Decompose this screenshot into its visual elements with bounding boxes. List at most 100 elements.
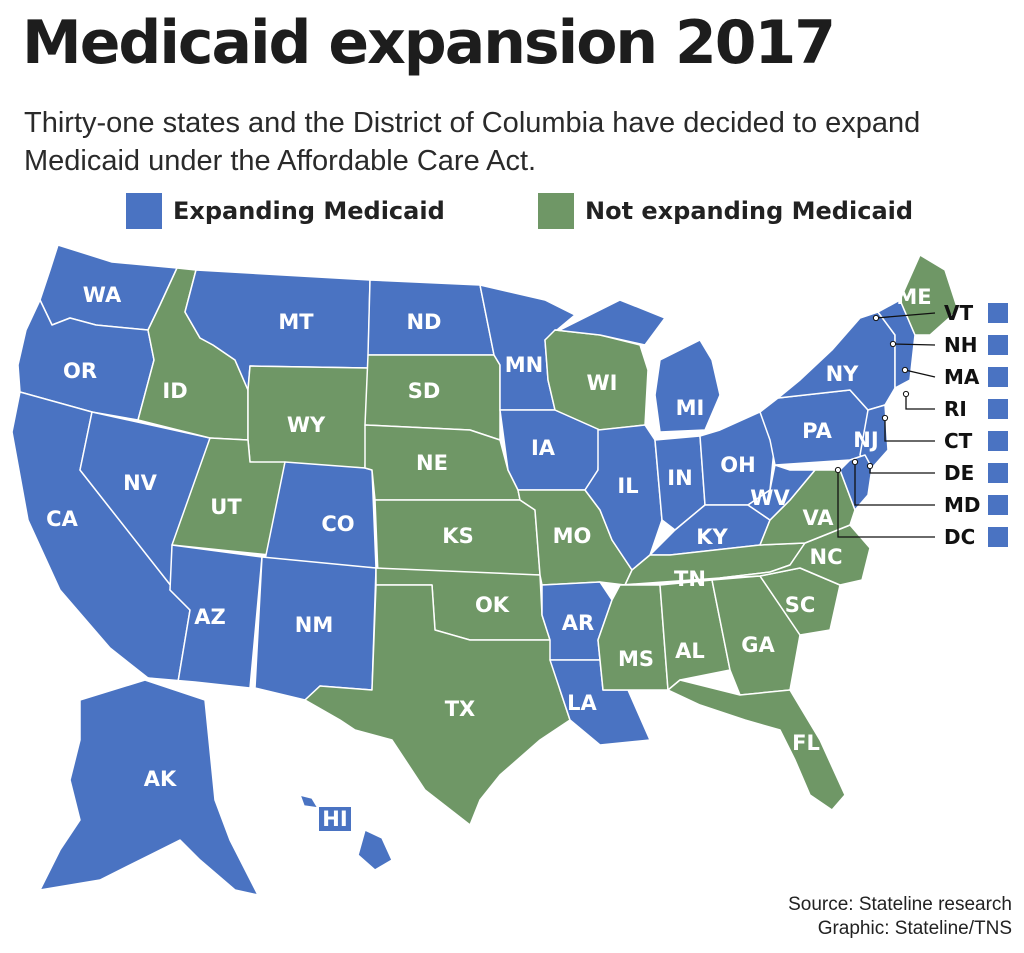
state-MI[interactable]	[554, 299, 666, 346]
label-NE: NE	[416, 451, 448, 475]
state-labels: WA OR CA NV ID MT WY UT AZ CO NM ND SD NE KS OK TX MN IA MO…	[46, 283, 932, 833]
state-HI2[interactable]	[299, 794, 319, 809]
label-AL: AL	[675, 639, 705, 663]
east-label-DC: DC	[944, 525, 975, 549]
label-LA: LA	[567, 691, 597, 715]
label-NV: NV	[123, 471, 158, 495]
label-CA: CA	[46, 507, 78, 531]
legend-label-expanding: Expanding Medicaid	[173, 197, 445, 225]
label-VA: VA	[802, 506, 834, 530]
label-ID: ID	[162, 379, 187, 403]
leader-MA	[904, 369, 936, 378]
state-WV[interactable]	[747, 464, 816, 521]
label-AK: AK	[144, 767, 177, 791]
leader-NH	[892, 343, 936, 346]
east-label-NH: NH	[944, 333, 977, 357]
label-NJ: NJ	[853, 428, 878, 452]
label-FL: FL	[792, 731, 820, 755]
state-AL[interactable]	[659, 579, 731, 691]
anchor-DE	[866, 462, 874, 470]
leader-MD	[854, 462, 935, 506]
east-label-MD: MD	[944, 493, 981, 517]
leader-DC	[837, 470, 935, 538]
label-AR: AR	[562, 611, 594, 635]
label-KY: KY	[696, 525, 728, 549]
page-title: Medicaid expansion 2017	[22, 8, 836, 78]
east-label-DE: DE	[944, 461, 974, 485]
east-swatch-MD	[988, 495, 1008, 515]
anchor-NH	[889, 340, 897, 348]
east-label-MA: MA	[944, 365, 980, 389]
leader-VT	[875, 312, 936, 319]
legend-swatch-expanding	[126, 193, 162, 229]
state-MS[interactable]	[597, 584, 669, 691]
legend-item-expanding: Expanding Medicaid	[126, 193, 445, 229]
label-IN: IN	[667, 466, 692, 490]
state-NJ[interactable]	[859, 404, 889, 469]
anchor-RI	[902, 390, 910, 398]
label-SC: SC	[785, 593, 816, 617]
label-IL: IL	[617, 474, 638, 498]
legend-item-not-expanding: Not expanding Medicaid	[538, 193, 913, 229]
east-label-VT: VT	[944, 301, 973, 325]
label-TN: TN	[674, 567, 706, 591]
label-MN: MN	[505, 353, 543, 377]
label-ME: ME	[896, 285, 931, 309]
east-swatch-MA	[988, 367, 1008, 387]
anchor-VT	[872, 314, 880, 322]
legend-label-not-expanding: Not expanding Medicaid	[585, 197, 914, 225]
label-AZ: AZ	[194, 605, 225, 629]
state-FL[interactable]	[667, 679, 846, 811]
east-swatch-CT	[988, 431, 1008, 451]
subtitle: Thirty-one states and the District of Co…	[24, 107, 921, 177]
east-swatch-DC	[988, 527, 1008, 547]
label-WV: WV	[750, 486, 790, 510]
label-NM: NM	[295, 613, 333, 637]
state-NC[interactable]	[719, 524, 871, 586]
label-OK: OK	[475, 593, 510, 617]
label-MO: MO	[553, 524, 592, 548]
label-OR: OR	[63, 359, 97, 383]
east-swatch-DE	[988, 463, 1008, 483]
label-NC: NC	[810, 545, 843, 569]
anchor-CT	[881, 414, 889, 422]
source-line: Source: Stateline research	[788, 894, 1012, 915]
label-MI: MI	[676, 396, 705, 420]
east-label-CT: CT	[944, 429, 973, 453]
label-MS: MS	[618, 647, 654, 671]
leader-DE	[869, 466, 935, 474]
label-UT: UT	[210, 495, 242, 519]
label-WA: WA	[83, 283, 122, 307]
label-OH: OH	[720, 453, 755, 477]
label-MT: MT	[278, 310, 314, 334]
label-GA: GA	[741, 633, 775, 657]
east-swatch-VT	[988, 303, 1008, 323]
anchor-MA	[901, 366, 909, 374]
state-MI2[interactable]	[654, 339, 721, 433]
anchor-MD	[851, 458, 859, 466]
label-KS: KS	[442, 524, 473, 548]
state-AK[interactable]	[39, 679, 259, 896]
label-IA: IA	[531, 436, 556, 460]
label-CO: CO	[321, 512, 354, 536]
state-AZ[interactable]	[147, 544, 263, 689]
label-ND: ND	[406, 310, 441, 334]
east-swatch-NH	[988, 335, 1008, 355]
graphic-line: Graphic: Stateline/TNS	[817, 918, 1012, 939]
label-WY: WY	[287, 413, 326, 437]
leader-RI	[905, 394, 935, 410]
label-box-HI	[317, 805, 353, 833]
east-labels: VT NH MA RI CT DE MD DC	[834, 301, 1008, 549]
label-HI: HI	[322, 807, 347, 831]
label-NY: NY	[826, 362, 860, 386]
source-credits: Source: Stateline research Graphic: Stat…	[788, 893, 1012, 941]
state-HI[interactable]	[357, 829, 393, 871]
label-TX: TX	[445, 697, 476, 721]
east-label-RI: RI	[944, 397, 967, 421]
state-TX[interactable]	[304, 584, 571, 826]
legend-swatch-not-expanding	[538, 193, 574, 229]
state-CO[interactable]	[264, 461, 377, 569]
label-WI: WI	[587, 371, 618, 395]
label-SD: SD	[408, 379, 441, 403]
